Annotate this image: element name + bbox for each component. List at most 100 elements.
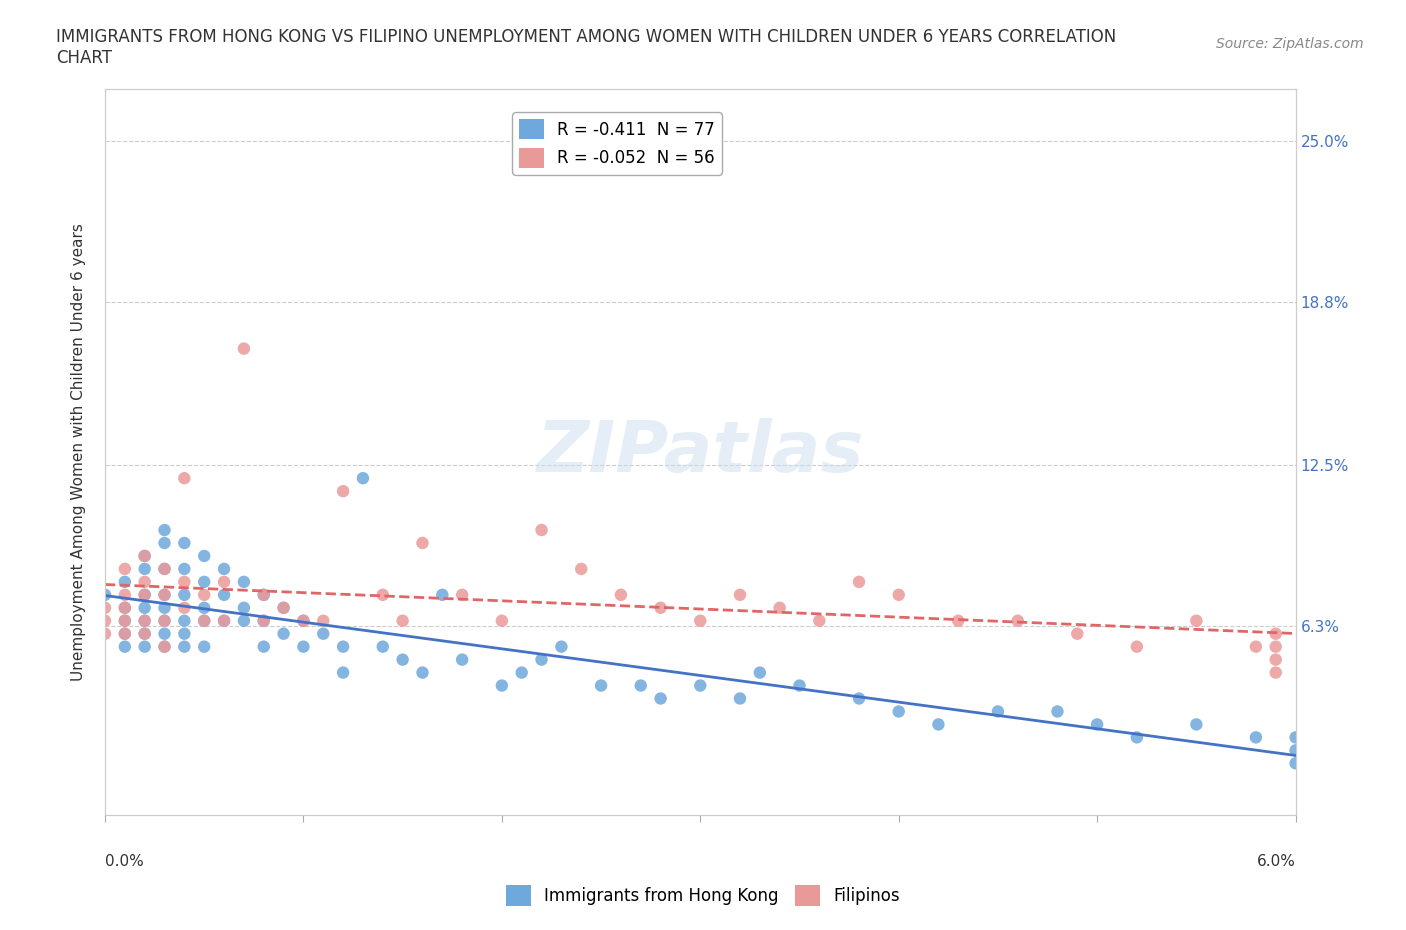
Point bbox=[451, 588, 474, 603]
Point bbox=[134, 639, 156, 654]
Point bbox=[173, 471, 195, 485]
Point bbox=[232, 341, 254, 356]
Point bbox=[114, 626, 136, 641]
Point bbox=[273, 626, 295, 641]
Point bbox=[153, 613, 176, 628]
Point bbox=[1007, 613, 1029, 628]
Point bbox=[94, 613, 117, 628]
Point bbox=[232, 601, 254, 616]
Point bbox=[1284, 730, 1306, 745]
Point bbox=[212, 588, 235, 603]
Point bbox=[153, 639, 176, 654]
Point bbox=[391, 613, 413, 628]
Point bbox=[1185, 613, 1208, 628]
Point bbox=[94, 601, 117, 616]
Point bbox=[212, 575, 235, 590]
Point bbox=[134, 613, 156, 628]
Point bbox=[569, 562, 592, 577]
Point bbox=[689, 678, 711, 693]
Point bbox=[292, 639, 315, 654]
Point bbox=[153, 588, 176, 603]
Point bbox=[114, 639, 136, 654]
Point bbox=[550, 639, 572, 654]
Point bbox=[134, 549, 156, 564]
Point bbox=[948, 613, 970, 628]
Point bbox=[134, 626, 156, 641]
Point bbox=[173, 536, 195, 551]
Point bbox=[332, 639, 354, 654]
Point bbox=[253, 588, 276, 603]
Point bbox=[153, 601, 176, 616]
Point bbox=[273, 601, 295, 616]
Point bbox=[173, 626, 195, 641]
Point bbox=[769, 601, 792, 616]
Point bbox=[94, 588, 117, 603]
Point bbox=[352, 471, 374, 485]
Text: IMMIGRANTS FROM HONG KONG VS FILIPINO UNEMPLOYMENT AMONG WOMEN WITH CHILDREN UND: IMMIGRANTS FROM HONG KONG VS FILIPINO UN… bbox=[56, 28, 1116, 67]
Point bbox=[134, 601, 156, 616]
Point bbox=[153, 588, 176, 603]
Point bbox=[153, 523, 176, 538]
Point bbox=[848, 575, 870, 590]
Legend: Immigrants from Hong Kong, Filipinos: Immigrants from Hong Kong, Filipinos bbox=[499, 879, 907, 912]
Text: 6.0%: 6.0% bbox=[1257, 854, 1295, 869]
Point bbox=[173, 575, 195, 590]
Point bbox=[114, 562, 136, 577]
Point bbox=[371, 639, 394, 654]
Point bbox=[491, 678, 513, 693]
Y-axis label: Unemployment Among Women with Children Under 6 years: Unemployment Among Women with Children U… bbox=[72, 223, 86, 681]
Point bbox=[927, 717, 949, 732]
Point bbox=[848, 691, 870, 706]
Point bbox=[94, 626, 117, 641]
Point bbox=[1126, 639, 1149, 654]
Point bbox=[173, 601, 195, 616]
Point bbox=[193, 613, 215, 628]
Point bbox=[153, 562, 176, 577]
Point bbox=[153, 626, 176, 641]
Point bbox=[134, 575, 156, 590]
Point bbox=[1066, 626, 1088, 641]
Point bbox=[689, 613, 711, 628]
Point bbox=[153, 562, 176, 577]
Legend: R = -0.411  N = 77, R = -0.052  N = 56: R = -0.411 N = 77, R = -0.052 N = 56 bbox=[512, 113, 721, 175]
Point bbox=[1264, 665, 1286, 680]
Point bbox=[173, 639, 195, 654]
Point bbox=[114, 575, 136, 590]
Point bbox=[273, 601, 295, 616]
Point bbox=[134, 549, 156, 564]
Point bbox=[312, 626, 335, 641]
Point bbox=[591, 678, 613, 693]
Point bbox=[1126, 730, 1149, 745]
Point bbox=[193, 588, 215, 603]
Point bbox=[887, 588, 910, 603]
Point bbox=[610, 588, 633, 603]
Point bbox=[1185, 717, 1208, 732]
Point bbox=[153, 613, 176, 628]
Point bbox=[134, 562, 156, 577]
Point bbox=[193, 613, 215, 628]
Point bbox=[630, 678, 652, 693]
Point bbox=[232, 575, 254, 590]
Point bbox=[253, 613, 276, 628]
Point bbox=[789, 678, 811, 693]
Point bbox=[232, 613, 254, 628]
Point bbox=[114, 626, 136, 641]
Point bbox=[114, 613, 136, 628]
Text: Source: ZipAtlas.com: Source: ZipAtlas.com bbox=[1216, 37, 1364, 51]
Point bbox=[114, 601, 136, 616]
Point bbox=[1244, 730, 1267, 745]
Point bbox=[114, 613, 136, 628]
Point bbox=[650, 601, 672, 616]
Point bbox=[193, 549, 215, 564]
Text: 0.0%: 0.0% bbox=[105, 854, 143, 869]
Point bbox=[212, 613, 235, 628]
Point bbox=[292, 613, 315, 628]
Point bbox=[510, 665, 533, 680]
Point bbox=[253, 639, 276, 654]
Point bbox=[411, 536, 433, 551]
Point bbox=[134, 588, 156, 603]
Point bbox=[134, 588, 156, 603]
Point bbox=[1085, 717, 1108, 732]
Point bbox=[411, 665, 433, 680]
Point bbox=[808, 613, 831, 628]
